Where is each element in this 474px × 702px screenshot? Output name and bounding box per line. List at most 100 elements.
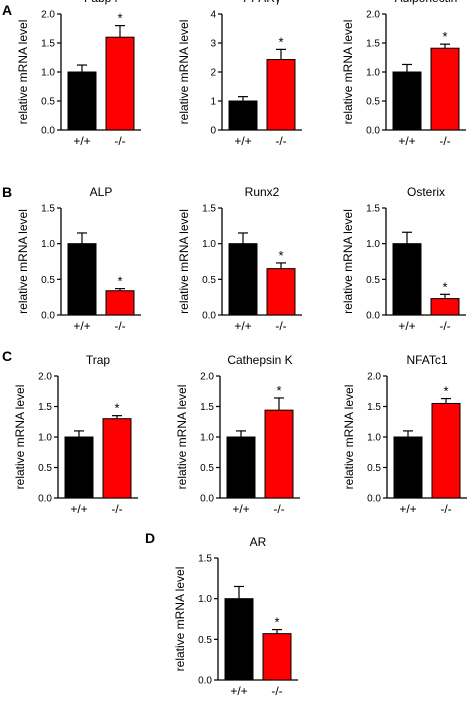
y-tick-label: 1.5 [366,204,380,215]
x-tick-label: +/+ [73,134,90,148]
y-tick-label: 0.0 [366,126,380,137]
y-tick-label: 1.0 [41,68,55,79]
bar-knockout [102,418,132,499]
y-tick-label: 2 [210,68,216,79]
y-tick-label: 1.0 [366,68,380,79]
y-tick-label: 1.0 [38,433,52,444]
chart-osterix: Osterix 0.0 0.5 1.0 1.5 relative mRNA level +/… [341,185,466,333]
x-tick-label: +/+ [232,502,249,516]
y-tick-label: 0.0 [367,494,381,505]
y-tick-label: 1.0 [198,594,212,605]
y-tick-label: 1 [210,97,216,108]
y-tick-label: 0.5 [38,463,52,474]
chart-cathepsin-k: Cathepsin K 0.0 0.5 1.0 1.5 2.0 relative mRNA … [175,353,300,516]
significance-marker: * [117,274,122,289]
x-tick-label: +/+ [230,684,247,698]
y-tick-label: 3 [210,39,216,50]
bar-wildtype [64,436,94,499]
chart-alp: ALP 0.0 0.5 1.0 1.5 relative mRNA level +/+ * -/… [16,185,141,333]
chart-title: Osterix [407,185,445,199]
y-tick-label: 0.5 [200,463,214,474]
y-tick-label: 1.5 [202,204,216,215]
y-tick-label: 0.5 [41,97,55,108]
y-axis-label: relative mRNA level [341,209,355,314]
bar-wildtype [224,598,254,681]
y-axis-label: relative mRNA level [13,385,27,490]
bar-knockout [430,47,460,131]
y-tick-label: 4 [210,10,216,21]
y-axis-label: relative mRNA level [173,567,187,672]
panel-label-a: A [2,2,13,18]
y-tick-label: 2.0 [367,372,381,383]
chart-title: Runx2 [245,185,280,199]
bar-knockout [431,402,461,499]
y-axis-label: relative mRNA level [342,385,356,490]
chart-title: AR [250,535,267,549]
x-tick-label: -/- [275,134,286,148]
y-tick-label: 2.0 [41,10,55,21]
bar-wildtype [228,243,258,316]
y-tick-label: 1.5 [38,402,52,413]
chart-title: NFATc1 [406,353,447,367]
y-tick-label: 1.0 [366,239,380,250]
y-tick-label: 1.0 [202,239,216,250]
x-tick-label: +/+ [70,502,87,516]
y-axis-label: relative mRNA level [16,209,30,314]
bar-wildtype [228,100,258,131]
x-tick-label: -/- [114,319,125,333]
x-tick-label: +/+ [398,319,415,333]
y-tick-label: 0.5 [202,275,216,286]
y-tick-label: 0.0 [200,494,214,505]
chart-adiponectin: Adiponectin 0.0 0.5 1.0 1.5 2.0 relative mRNA … [341,0,466,148]
y-tick-label: 2.0 [200,372,214,383]
y-axis-label: relative mRNA level [175,385,189,490]
y-tick-label: 0.0 [41,126,55,137]
x-tick-label: +/+ [234,319,251,333]
chart-ar: AR 0.0 0.5 1.0 1.5 relative mRNA level +/+ * -/- [173,535,298,698]
y-tick-label: 1.5 [200,402,214,413]
x-tick-label: -/- [111,502,122,516]
panel-label-b: B [2,184,13,200]
significance-marker: * [274,615,279,630]
y-tick-label: 1.5 [41,204,55,215]
y-tick-label: 1.5 [366,39,380,50]
chart-title: Trap [86,353,111,367]
x-tick-label: +/+ [234,134,251,148]
y-tick-label: 2.0 [366,10,380,21]
y-tick-label: 0.0 [202,311,216,322]
significance-marker: * [278,248,283,263]
bar-wildtype [392,71,422,131]
significance-marker: * [443,384,448,399]
bar-knockout [105,290,135,316]
y-tick-label: 1.0 [41,239,55,250]
y-tick-label: 0.0 [38,494,52,505]
y-tick-label: 0.5 [198,635,212,646]
y-tick-label: 0.5 [366,97,380,108]
x-tick-label: +/+ [399,502,416,516]
chart-title: Cathepsin K [227,353,292,367]
x-tick-label: -/- [440,502,451,516]
y-tick-label: 1.5 [41,39,55,50]
chart-title: PPARγ [243,0,281,5]
bar-knockout [264,409,294,499]
bar-knockout [266,268,296,316]
y-tick-label: 2.0 [38,372,52,383]
y-axis-label: relative mRNA level [341,20,355,125]
panel-label-c: C [2,348,13,364]
bar-wildtype [393,436,423,499]
x-tick-label: -/- [439,319,450,333]
significance-marker: * [114,401,119,416]
chart-title: Fabp4 [84,0,118,5]
y-tick-label: 0.0 [198,676,212,687]
y-axis-label: relative mRNA level [177,209,191,314]
significance-marker: * [442,279,447,294]
y-tick-label: 1.0 [200,433,214,444]
x-tick-label: -/- [439,134,450,148]
x-tick-label: -/- [271,684,282,698]
significance-marker: * [276,383,281,398]
chart-runx2: Runx2 0.0 0.5 1.0 1.5 relative mRNA level +/+ *… [177,185,302,333]
bar-wildtype [67,243,97,316]
bar-knockout [430,298,460,316]
y-tick-label: 0.5 [367,463,381,474]
significance-marker: * [278,34,283,49]
